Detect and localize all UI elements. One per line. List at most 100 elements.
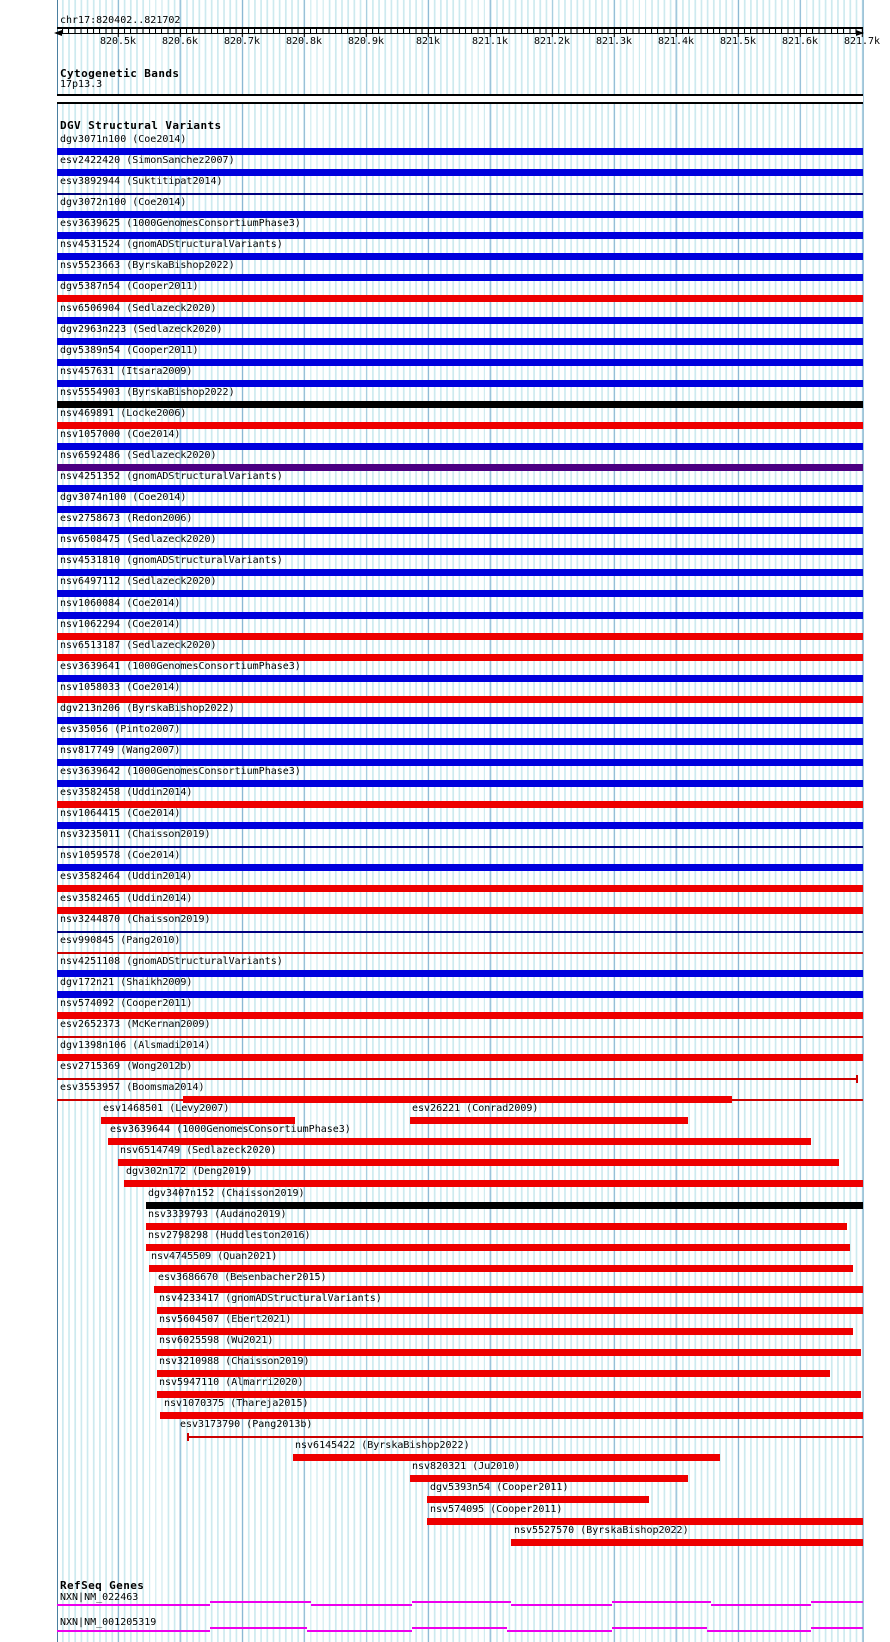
variant-label[interactable]: nsv5554903 (ByrskaBishop2022) <box>60 387 235 398</box>
gene-model-segment[interactable] <box>507 1630 612 1632</box>
variant-label[interactable]: nsv6508475 (Sedlazeck2020) <box>60 534 217 545</box>
variant-label[interactable]: nsv6025598 (Wu2021) <box>159 1335 274 1346</box>
gene-model-segment[interactable] <box>412 1601 511 1603</box>
variant-bar[interactable] <box>57 253 863 260</box>
variant-bar[interactable] <box>427 1496 649 1503</box>
variant-bar[interactable] <box>57 359 863 366</box>
variant-label[interactable]: nsv3235011 (Chaisson2019) <box>60 829 211 840</box>
variant-label[interactable]: nsv574095 (Cooper2011) <box>430 1504 563 1515</box>
gene-label[interactable]: NXN|NM_001205319 <box>60 1617 157 1628</box>
variant-bar[interactable] <box>57 907 863 914</box>
gene-label[interactable]: NXN|NM_022463 <box>60 1592 139 1603</box>
variant-bar[interactable] <box>57 485 863 492</box>
variant-bar[interactable] <box>57 801 863 808</box>
variant-label[interactable]: nsv1060084 (Coe2014) <box>60 598 181 609</box>
variant-label[interactable]: dgv3074n100 (Coe2014) <box>60 492 187 503</box>
variant-label[interactable]: nsv6592486 (Sedlazeck2020) <box>60 450 217 461</box>
variant-bar[interactable] <box>57 317 863 324</box>
variant-label[interactable]: esv990845 (Pang2010) <box>60 935 181 946</box>
variant-label[interactable]: nsv1062294 (Coe2014) <box>60 619 181 630</box>
variant-bar[interactable] <box>157 1391 861 1398</box>
variant-label[interactable]: esv3582464 (Uddin2014) <box>60 871 193 882</box>
variant-label[interactable]: nsv1059578 (Coe2014) <box>60 850 181 861</box>
variant-bar[interactable] <box>157 1328 853 1335</box>
variant-label[interactable]: nsv4745509 (Quan2021) <box>151 1251 278 1262</box>
variant-bar[interactable] <box>57 1012 863 1019</box>
variant-bar[interactable] <box>410 1475 688 1482</box>
variant-label[interactable]: esv3639644 (1000GenomesConsortiumPhase3) <box>110 1124 351 1135</box>
variant-bar[interactable] <box>57 780 863 787</box>
variant-label[interactable]: nsv4531810 (gnomADStructuralVariants) <box>60 555 283 566</box>
variant-bar[interactable] <box>57 401 863 408</box>
variant-label[interactable]: esv3553957 (Boomsma2014) <box>60 1082 205 1093</box>
variant-bar[interactable] <box>57 193 863 195</box>
variant-label[interactable]: dgv3071n100 (Coe2014) <box>60 134 187 145</box>
variant-bar[interactable] <box>57 952 863 954</box>
variant-bar[interactable] <box>101 1117 295 1124</box>
variant-label[interactable]: nsv4531524 (gnomADStructuralVariants) <box>60 239 283 250</box>
variant-label[interactable]: esv3582465 (Uddin2014) <box>60 893 193 904</box>
variant-label[interactable]: nsv6513187 (Sedlazeck2020) <box>60 640 217 651</box>
variant-label[interactable]: esv2422420 (SimonSanchez2007) <box>60 155 235 166</box>
variant-bar[interactable] <box>57 148 863 155</box>
variant-bar[interactable] <box>118 1159 839 1166</box>
variant-bar[interactable] <box>160 1412 863 1419</box>
variant-label[interactable]: esv3639642 (1000GenomesConsortiumPhase3) <box>60 766 301 777</box>
gene-model-segment[interactable] <box>412 1627 507 1629</box>
variant-label[interactable]: dgv5387n54 (Cooper2011) <box>60 281 199 292</box>
variant-bar[interactable] <box>57 864 863 871</box>
variant-bar[interactable] <box>427 1518 863 1525</box>
variant-bar[interactable] <box>124 1180 863 1187</box>
variant-bar[interactable] <box>157 1370 830 1377</box>
variant-label[interactable]: nsv4251352 (gnomADStructuralVariants) <box>60 471 283 482</box>
variant-label[interactable]: nsv6145422 (ByrskaBishop2022) <box>295 1440 470 1451</box>
variant-bar[interactable] <box>57 232 863 239</box>
gene-model-segment[interactable] <box>811 1601 863 1603</box>
variant-bar[interactable] <box>57 931 863 933</box>
variant-bar[interactable] <box>187 1436 863 1438</box>
variant-bar[interactable] <box>57 548 863 555</box>
variant-bar[interactable] <box>149 1265 853 1272</box>
variant-label[interactable]: nsv4251108 (gnomADStructuralVariants) <box>60 956 283 967</box>
variant-label[interactable]: nsv6506904 (Sedlazeck2020) <box>60 303 217 314</box>
variant-label[interactable]: dgv213n206 (ByrskaBishop2022) <box>60 703 235 714</box>
variant-label[interactable]: nsv5947110 (Almarri2020) <box>159 1377 304 1388</box>
variant-label[interactable]: esv2652373 (McKernan2009) <box>60 1019 211 1030</box>
variant-label[interactable]: dgv5393n54 (Cooper2011) <box>430 1482 569 1493</box>
variant-bar[interactable] <box>57 464 863 471</box>
variant-label[interactable]: esv3639625 (1000GenomesConsortiumPhase3) <box>60 218 301 229</box>
variant-label[interactable]: nsv6497112 (Sedlazeck2020) <box>60 576 217 587</box>
gene-model-segment[interactable] <box>612 1601 711 1603</box>
variant-bar[interactable] <box>57 759 863 766</box>
variant-label[interactable]: nsv1058033 (Coe2014) <box>60 682 181 693</box>
gene-model-segment[interactable] <box>210 1627 307 1629</box>
variant-label[interactable]: nsv1070375 (Thareja2015) <box>164 1398 309 1409</box>
variant-bar[interactable] <box>57 211 863 218</box>
variant-bar[interactable] <box>157 1349 861 1356</box>
gene-model-segment[interactable] <box>210 1601 311 1603</box>
variant-label[interactable]: esv3686670 (Besenbacher2015) <box>158 1272 327 1283</box>
variant-bar[interactable] <box>146 1223 847 1230</box>
variant-label[interactable]: esv1468501 (Levy2007) <box>103 1103 230 1114</box>
variant-label[interactable]: dgv1398n106 (Alsmadi2014) <box>60 1040 211 1051</box>
variant-label[interactable]: esv3639641 (1000GenomesConsortiumPhase3) <box>60 661 301 672</box>
variant-bar[interactable] <box>57 633 863 640</box>
gene-model-segment[interactable] <box>311 1604 412 1606</box>
gene-model-segment[interactable] <box>707 1630 811 1632</box>
variant-bar[interactable] <box>57 590 863 597</box>
variant-label[interactable]: nsv4233417 (gnomADStructuralVariants) <box>159 1293 382 1304</box>
variant-label[interactable]: nsv5527570 (ByrskaBishop2022) <box>514 1525 689 1536</box>
variant-bar[interactable] <box>146 1202 863 1209</box>
variant-bar[interactable] <box>57 1054 863 1061</box>
variant-bar[interactable] <box>57 970 863 977</box>
variant-label[interactable]: nsv5604507 (Ebert2021) <box>159 1314 292 1325</box>
variant-bar[interactable] <box>57 885 863 892</box>
gene-model-segment[interactable] <box>57 1604 210 1606</box>
variant-label[interactable]: esv3892944 (Suktitipat2014) <box>60 176 223 187</box>
variant-label[interactable]: nsv574092 (Cooper2011) <box>60 998 193 1009</box>
variant-label[interactable]: nsv2798298 (Huddleston2016) <box>148 1230 311 1241</box>
variant-bar[interactable] <box>57 169 863 176</box>
variant-label[interactable]: dgv2963n223 (Sedlazeck2020) <box>60 324 223 335</box>
variant-bar[interactable] <box>57 443 863 450</box>
variant-label[interactable]: nsv3244870 (Chaisson2019) <box>60 914 211 925</box>
